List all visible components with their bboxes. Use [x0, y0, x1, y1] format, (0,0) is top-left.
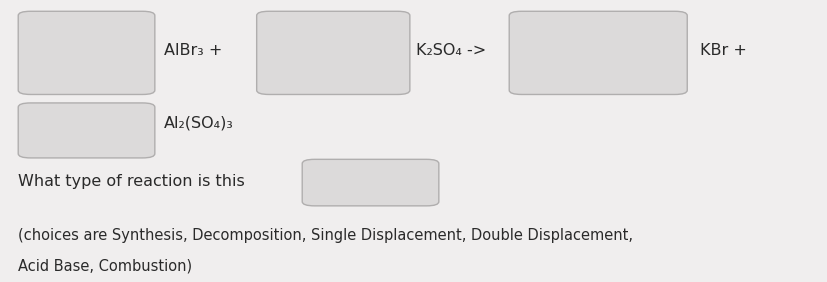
FancyBboxPatch shape	[509, 11, 686, 94]
Text: Al₂(SO₄)₃: Al₂(SO₄)₃	[164, 115, 233, 130]
FancyBboxPatch shape	[18, 11, 155, 94]
Text: AlBr₃ +: AlBr₃ +	[164, 43, 222, 58]
FancyBboxPatch shape	[302, 159, 438, 206]
Text: K₂SO₄ ->: K₂SO₄ ->	[416, 43, 486, 58]
Text: Acid Base, Combustion): Acid Base, Combustion)	[18, 259, 192, 274]
Text: (choices are Synthesis, Decomposition, Single Displacement, Double Displacement,: (choices are Synthesis, Decomposition, S…	[18, 228, 633, 243]
FancyBboxPatch shape	[256, 11, 409, 94]
Text: What type of reaction is this: What type of reaction is this	[18, 174, 245, 190]
FancyBboxPatch shape	[18, 103, 155, 158]
Text: KBr +: KBr +	[699, 43, 746, 58]
